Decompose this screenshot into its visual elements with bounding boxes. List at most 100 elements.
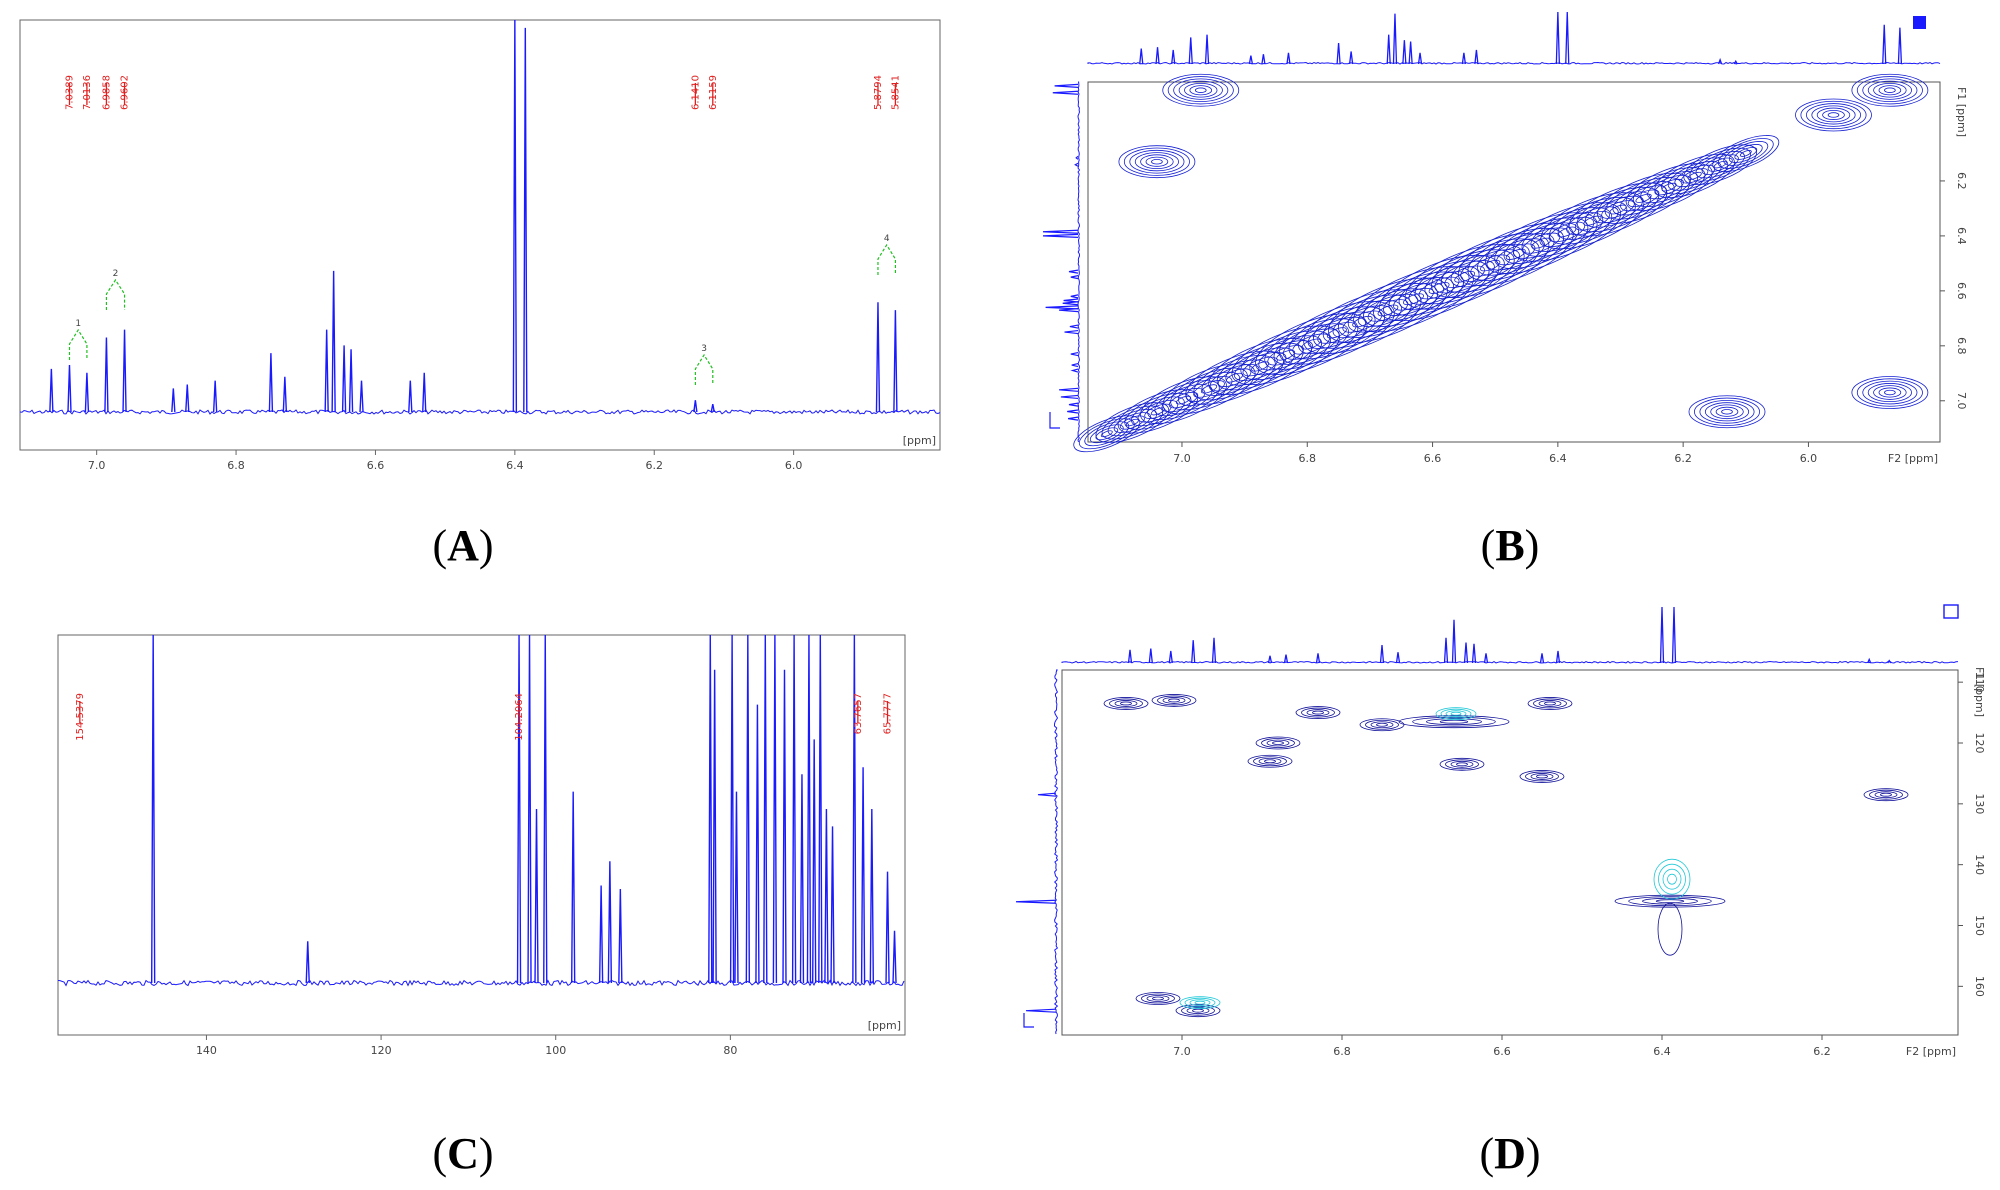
hsqc-phase-contour	[1662, 868, 1682, 890]
hsqc-cross-peak	[1272, 741, 1284, 745]
diagonal-contour-ring	[1683, 144, 1758, 185]
x-axis-unit-label: [ppm]	[903, 434, 936, 447]
panel-d: 7.0 6.8 6.6 6.4 6.2 F2 [ppm] 110 120 130 140 150 16…	[1000, 600, 2000, 1190]
hsqc-cross-peak	[1874, 791, 1898, 799]
diagonal-contour-ring	[1540, 192, 1645, 250]
diagonal-contour-ring	[1583, 215, 1602, 226]
hsqc-cross-peak	[1151, 694, 1197, 707]
diagonal-contour-ring	[1707, 157, 1733, 172]
hsqc-phase-contour	[1179, 996, 1221, 1010]
x-tick-label: 140	[196, 1044, 217, 1057]
x-tick-label: 6.0	[785, 459, 803, 472]
hsqc-cross-peak	[1120, 701, 1132, 706]
f1-projection-peak	[1059, 387, 1079, 392]
diagonal-contour	[1095, 402, 1170, 443]
spectrum-peak	[122, 329, 127, 413]
diagonal-contour-ring	[1454, 270, 1475, 283]
hsqc-cross-peak	[1258, 757, 1282, 765]
spectrum-peak	[341, 345, 347, 413]
f1-projection-peak	[1070, 368, 1079, 373]
cosy-cross-peak	[1145, 156, 1169, 167]
f2-projection-peak	[1882, 24, 1887, 65]
spectrum-peak	[708, 634, 713, 984]
f2-projection-peak	[1483, 653, 1489, 664]
diagonal-contour-ring	[1303, 289, 1422, 355]
hsqc-cross-peak	[1175, 1004, 1221, 1018]
diagonal-contour-ring	[1282, 328, 1340, 360]
f2-projection-peak	[1733, 59, 1738, 65]
cosy-cross-peak	[1162, 73, 1240, 107]
hsqc-phase-contour	[1445, 710, 1467, 718]
diagonal-contour-ring	[1477, 233, 1555, 276]
cosy-cross-peak	[1699, 399, 1755, 424]
hsqc-phase-contour	[1450, 711, 1462, 716]
spectrum-peak	[305, 941, 310, 984]
diagonal-contour-ring	[1625, 163, 1713, 211]
diagonal-contour-ring	[1728, 144, 1763, 163]
hsqc-cross-peak	[1255, 736, 1301, 750]
diagonal-contour-ring	[1258, 340, 1314, 371]
hsqc-cross-peak	[1530, 773, 1554, 780]
hsqc-phase-contour	[1194, 1000, 1206, 1005]
spectrum-peak	[893, 310, 898, 413]
hsqc-phase-contour	[1189, 999, 1211, 1007]
spectrum-peak	[830, 826, 835, 984]
diagonal-contour-ring	[1734, 147, 1758, 160]
hsqc-phase-contour	[1658, 863, 1686, 895]
f1-projection-peak	[1025, 1008, 1057, 1013]
y-axis-label: F1 [ppm]	[1955, 87, 1968, 137]
diagonal-contour-ring	[1593, 195, 1643, 224]
diagonal-contour-ring	[1298, 311, 1376, 355]
hsqc-cross-peak	[1247, 754, 1293, 768]
diagonal-contour-ring	[1095, 427, 1119, 441]
hsqc-cross-peak	[1655, 899, 1685, 904]
hsqc-cross-peak	[1152, 996, 1164, 1001]
multiplet-bracket	[68, 328, 88, 360]
diagonal-contour-ring	[1717, 138, 1774, 169]
x-tick-label: 7.0	[1173, 452, 1191, 465]
diagonal-contour	[1485, 212, 1598, 274]
diagonal-contour-ring	[1175, 395, 1192, 405]
hsqc-cross-peak	[1628, 896, 1712, 907]
cosy-cross-peak	[1189, 85, 1213, 96]
diagonal-contour-ring	[1140, 376, 1227, 424]
cosy-cross-peak	[1688, 395, 1766, 429]
spectrum-peak	[693, 400, 698, 413]
spectrum-peak	[892, 930, 897, 984]
f2-projection-peak	[1386, 34, 1391, 65]
y-tick-label: 6.4	[1955, 227, 1968, 245]
diagonal-contour-ring	[1503, 222, 1579, 264]
f2-projection-peak	[1474, 49, 1479, 65]
cosy-cross-peak	[1134, 152, 1180, 172]
diagonal-contour-ring	[1689, 147, 1751, 182]
hsqc-phase-contour	[1667, 873, 1677, 885]
diagonal-contour-ring	[1278, 301, 1395, 365]
f2-projection-peak	[1267, 655, 1273, 664]
diagonal-contour-ring	[1200, 384, 1218, 394]
chart-b-cosy: 7.0 6.8 6.6 6.4 6.2 6.0 F2 [ppm] 6.2 6.4 6.6 6.8 7.…	[1042, 11, 1968, 465]
diagonal-contour-ring	[1687, 171, 1702, 180]
plot-frame	[57, 634, 906, 1036]
spectrum-peak	[331, 270, 336, 413]
x-tick-label: 6.4	[506, 459, 524, 472]
hsqc-cross-peak	[1365, 719, 1399, 730]
x-axis-label: F2 [ppm]	[1888, 452, 1938, 465]
cosy-cross-peak	[1129, 149, 1185, 174]
diagonal-contour	[1683, 144, 1758, 185]
spectrum-peak	[534, 808, 539, 984]
f2-projection-peak	[1127, 649, 1133, 664]
diagonal-contour-ring	[1470, 254, 1511, 277]
cosy-cross-peak	[1806, 103, 1862, 127]
cosy-cross-peak	[1811, 105, 1856, 125]
f1-projection-peak	[1069, 324, 1079, 329]
y-tick-label: 130	[1973, 793, 1986, 814]
spectrum-peak	[570, 791, 576, 984]
multiplet-mark: 2	[113, 269, 119, 279]
f1-projection-baseline	[1053, 669, 1059, 1035]
f2-projection-peak	[1168, 650, 1173, 664]
f2-projection-peak	[1286, 52, 1291, 65]
multiplet-bracket	[694, 353, 714, 385]
diagonal-contour	[1117, 389, 1199, 434]
cosy-cross-peak	[1140, 154, 1174, 169]
x-tick-label: 6.2	[1674, 452, 1692, 465]
